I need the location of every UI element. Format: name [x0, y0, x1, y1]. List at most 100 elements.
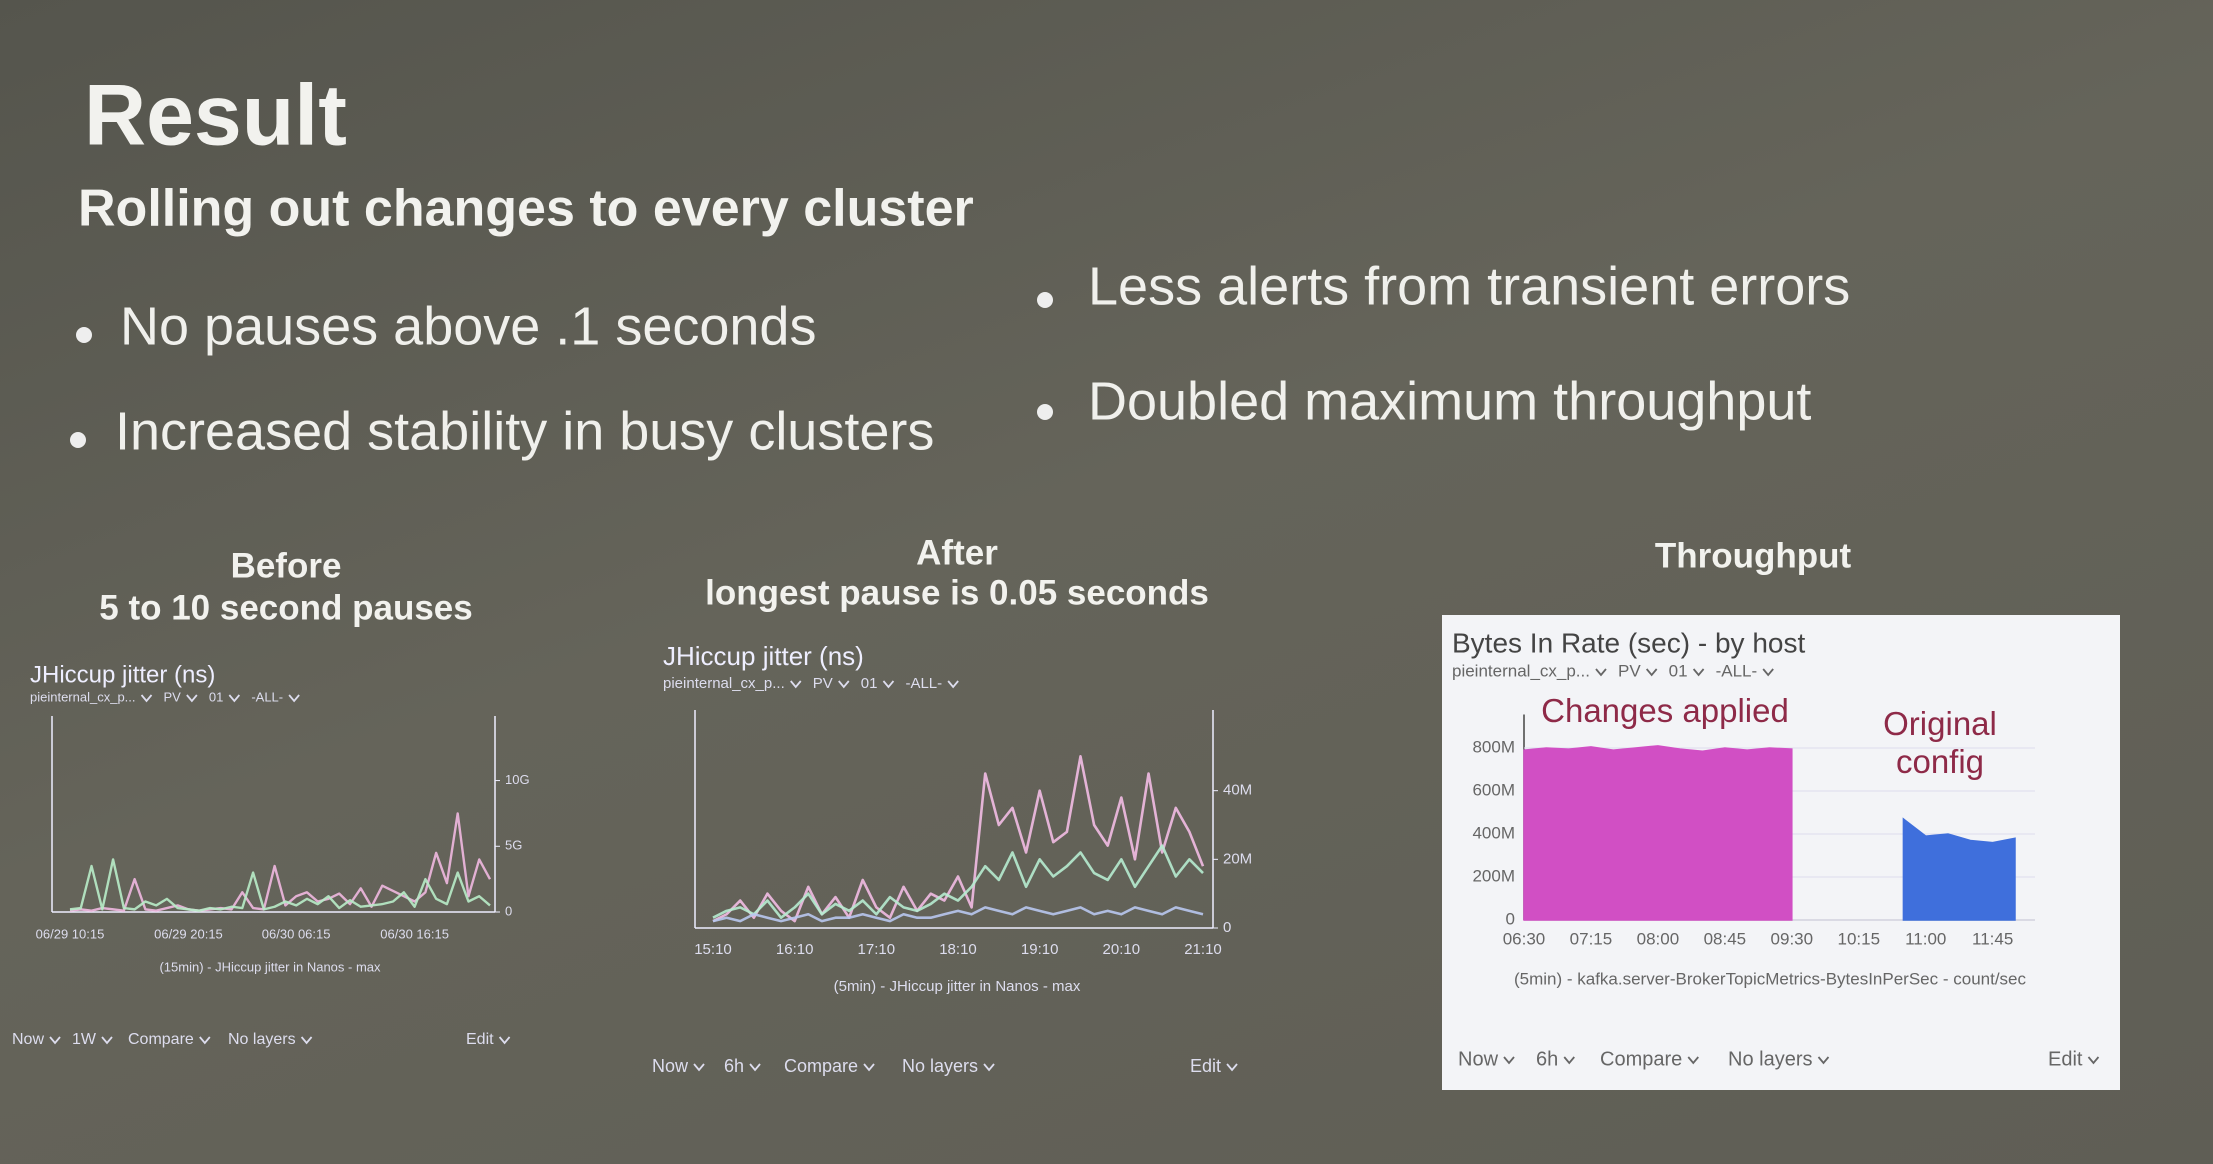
chevron-icon: [1687, 1056, 1699, 1065]
x-tick-label: 15:10: [694, 941, 732, 958]
control[interactable]: 1W: [72, 1031, 97, 1048]
y-tick-label: 0: [505, 903, 512, 918]
chevron-icon: [2087, 1056, 2100, 1065]
control[interactable]: Edit: [1190, 1056, 1221, 1076]
x-tick-label: 06/29 10:15: [36, 926, 105, 941]
series-line: [712, 906, 1204, 923]
y-tick-label: 5G: [505, 838, 522, 853]
control[interactable]: No layers: [228, 1031, 296, 1048]
control[interactable]: Compare: [1600, 1048, 1682, 1070]
chevron-icon: [947, 680, 959, 689]
chevron-icon: [863, 1063, 875, 1072]
series-area: [1902, 817, 2016, 921]
control[interactable]: Now: [1458, 1048, 1499, 1070]
chevron-icon: [882, 680, 895, 689]
chevron-icon: [300, 1036, 313, 1045]
x-tick-label: 08:00: [1637, 929, 1680, 948]
chart-caption: After: [916, 533, 998, 572]
bullet-dot: [76, 327, 92, 343]
filter: PV: [1618, 661, 1641, 680]
chart-caption-detail: 5 to 10 second pauses: [99, 588, 472, 627]
bullet: Doubled maximum throughput: [1088, 371, 1811, 431]
bullet-dot: [70, 432, 86, 448]
bullet: No pauses above .1 seconds: [120, 296, 816, 356]
chevron-icon: [49, 1036, 61, 1045]
chevron-icon: [1762, 668, 1774, 677]
filter: PV: [813, 675, 833, 692]
y-tick-label: 20M: [1223, 850, 1252, 867]
bullet-dot: [1037, 292, 1053, 308]
x-tick-label: 16:10: [776, 941, 814, 958]
control[interactable]: No layers: [902, 1056, 978, 1076]
filter: pieinternal_cx_p...: [663, 675, 785, 692]
control[interactable]: Edit: [2048, 1048, 2083, 1070]
chart-footer: (5min) - kafka.server-BrokerTopicMetrics…: [1514, 969, 2027, 988]
chevron-icon: [101, 1036, 113, 1045]
filter: -ALL-: [905, 675, 942, 692]
bullet: Increased stability in busy clusters: [115, 401, 934, 461]
chart-caption: Throughput: [1655, 536, 1852, 575]
filter: -ALL-: [1716, 661, 1758, 680]
filter: -ALL-: [251, 689, 283, 704]
y-tick-label: 600M: [1472, 780, 1515, 799]
x-tick-label: 21:10: [1184, 941, 1222, 958]
chevron-icon: [1817, 1056, 1830, 1065]
bullet-dot: [1037, 404, 1053, 420]
control[interactable]: Now: [12, 1031, 44, 1048]
chart-footer: (15min) - JHiccup jitter in Nanos - max: [159, 959, 381, 974]
series-line: [69, 858, 491, 912]
chart-footer: (5min) - JHiccup jitter in Nanos - max: [834, 978, 1081, 995]
y-tick-label: 400M: [1472, 823, 1515, 842]
chevron-icon: [498, 1036, 511, 1045]
chevron-icon: [983, 1063, 995, 1072]
chevron-icon: [140, 694, 153, 703]
x-tick-label: 19:10: [1021, 941, 1059, 958]
chart-title: Bytes In Rate (sec) - by host: [1452, 627, 1805, 658]
control[interactable]: Now: [652, 1056, 689, 1076]
x-tick-label: 11:45: [1972, 929, 2013, 948]
control[interactable]: Edit: [466, 1031, 494, 1048]
filter: pieinternal_cx_p...: [1452, 661, 1590, 680]
y-tick-label: 0: [1506, 909, 1515, 928]
control[interactable]: Compare: [128, 1031, 194, 1048]
x-tick-label: 06/30 06:15: [262, 926, 331, 941]
x-tick-label: 10:15: [1837, 929, 1880, 948]
x-tick-label: 06/30 16:15: [380, 926, 449, 941]
chart-title: JHiccup jitter (ns): [663, 641, 864, 671]
chevron-icon: [749, 1063, 761, 1072]
chevron-icon: [186, 694, 198, 703]
y-tick-label: 200M: [1472, 866, 1515, 885]
y-tick-label: 40M: [1223, 782, 1252, 799]
chevron-icon: [228, 694, 241, 703]
chevron-icon: [1563, 1056, 1575, 1065]
slide-title: Result: [84, 68, 347, 164]
control[interactable]: Compare: [784, 1056, 858, 1076]
chevron-icon: [1226, 1063, 1238, 1072]
bullet: Less alerts from transient errors: [1088, 256, 1850, 316]
control[interactable]: 6h: [1536, 1048, 1558, 1070]
control[interactable]: No layers: [1728, 1048, 1812, 1070]
filter: PV: [164, 689, 182, 704]
chevron-icon: [1645, 668, 1658, 677]
x-tick-label: 06:30: [1503, 929, 1546, 948]
series-line: [69, 812, 492, 912]
chart-caption-detail: longest pause is 0.05 seconds: [705, 573, 1209, 612]
chevron-icon: [790, 680, 802, 689]
annotation-box: Changes applied: [1541, 692, 1789, 729]
series-area: [1523, 745, 1793, 921]
x-tick-label: 07:15: [1570, 929, 1613, 948]
x-tick-label: 20:10: [1103, 941, 1141, 958]
filter: 01: [1669, 661, 1688, 680]
y-tick-label: 0: [1223, 919, 1231, 936]
chevron-icon: [1503, 1056, 1515, 1065]
y-tick-label: 800M: [1472, 737, 1515, 756]
x-tick-label: 11:00: [1905, 929, 1946, 948]
annotation: Original config: [1883, 705, 1997, 780]
chevron-icon: [288, 694, 300, 703]
slide-subtitle: Rolling out changes to every cluster: [78, 180, 974, 238]
filter: 01: [209, 689, 223, 704]
control[interactable]: 6h: [724, 1056, 744, 1076]
series-line: [712, 755, 1205, 923]
x-tick-label: 09:30: [1771, 929, 1814, 948]
